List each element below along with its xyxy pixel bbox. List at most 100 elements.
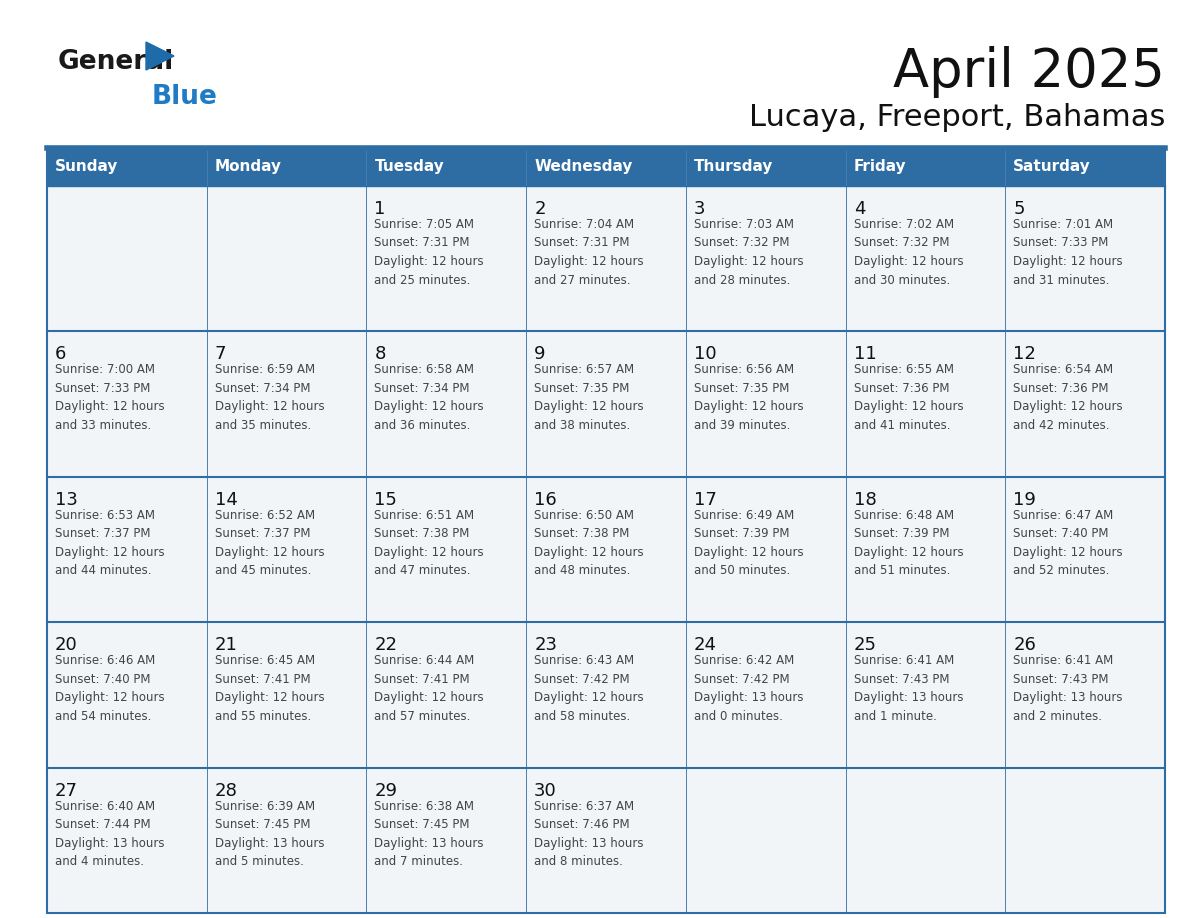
Text: Sunrise: 6:51 AM
Sunset: 7:38 PM
Daylight: 12 hours
and 47 minutes.: Sunrise: 6:51 AM Sunset: 7:38 PM Dayligh… — [374, 509, 484, 577]
FancyBboxPatch shape — [1005, 186, 1165, 331]
Text: 1: 1 — [374, 200, 386, 218]
Text: Sunrise: 6:43 AM
Sunset: 7:42 PM
Daylight: 12 hours
and 58 minutes.: Sunrise: 6:43 AM Sunset: 7:42 PM Dayligh… — [535, 655, 644, 722]
Text: Wednesday: Wednesday — [535, 160, 632, 174]
Text: Sunrise: 6:50 AM
Sunset: 7:38 PM
Daylight: 12 hours
and 48 minutes.: Sunrise: 6:50 AM Sunset: 7:38 PM Dayligh… — [535, 509, 644, 577]
FancyBboxPatch shape — [48, 622, 207, 767]
Text: 7: 7 — [215, 345, 226, 364]
Text: Tuesday: Tuesday — [374, 160, 444, 174]
FancyBboxPatch shape — [48, 767, 207, 913]
FancyBboxPatch shape — [846, 186, 1005, 331]
Text: Sunrise: 7:00 AM
Sunset: 7:33 PM
Daylight: 12 hours
and 33 minutes.: Sunrise: 7:00 AM Sunset: 7:33 PM Dayligh… — [55, 364, 165, 431]
Text: Sunrise: 6:57 AM
Sunset: 7:35 PM
Daylight: 12 hours
and 38 minutes.: Sunrise: 6:57 AM Sunset: 7:35 PM Dayligh… — [535, 364, 644, 431]
Text: 9: 9 — [535, 345, 545, 364]
Text: Lucaya, Freeport, Bahamas: Lucaya, Freeport, Bahamas — [748, 104, 1165, 132]
Text: 4: 4 — [853, 200, 865, 218]
Text: Sunrise: 6:41 AM
Sunset: 7:43 PM
Daylight: 13 hours
and 2 minutes.: Sunrise: 6:41 AM Sunset: 7:43 PM Dayligh… — [1013, 655, 1123, 722]
Text: Sunrise: 6:49 AM
Sunset: 7:39 PM
Daylight: 12 hours
and 50 minutes.: Sunrise: 6:49 AM Sunset: 7:39 PM Dayligh… — [694, 509, 803, 577]
Text: Sunrise: 6:53 AM
Sunset: 7:37 PM
Daylight: 12 hours
and 44 minutes.: Sunrise: 6:53 AM Sunset: 7:37 PM Dayligh… — [55, 509, 165, 577]
Text: 18: 18 — [853, 491, 877, 509]
FancyBboxPatch shape — [48, 331, 207, 476]
Text: Sunday: Sunday — [55, 160, 119, 174]
Text: Sunrise: 6:59 AM
Sunset: 7:34 PM
Daylight: 12 hours
and 35 minutes.: Sunrise: 6:59 AM Sunset: 7:34 PM Dayligh… — [215, 364, 324, 431]
FancyBboxPatch shape — [48, 476, 207, 622]
Text: 3: 3 — [694, 200, 706, 218]
FancyBboxPatch shape — [846, 331, 1005, 476]
Text: Saturday: Saturday — [1013, 160, 1091, 174]
FancyBboxPatch shape — [207, 331, 366, 476]
Text: 28: 28 — [215, 781, 238, 800]
FancyBboxPatch shape — [207, 476, 366, 622]
Text: Sunrise: 6:56 AM
Sunset: 7:35 PM
Daylight: 12 hours
and 39 minutes.: Sunrise: 6:56 AM Sunset: 7:35 PM Dayligh… — [694, 364, 803, 431]
Text: Sunrise: 6:37 AM
Sunset: 7:46 PM
Daylight: 13 hours
and 8 minutes.: Sunrise: 6:37 AM Sunset: 7:46 PM Dayligh… — [535, 800, 644, 868]
Text: Sunrise: 6:46 AM
Sunset: 7:40 PM
Daylight: 12 hours
and 54 minutes.: Sunrise: 6:46 AM Sunset: 7:40 PM Dayligh… — [55, 655, 165, 722]
FancyBboxPatch shape — [366, 331, 526, 476]
FancyBboxPatch shape — [846, 767, 1005, 913]
Text: 14: 14 — [215, 491, 238, 509]
FancyBboxPatch shape — [366, 476, 526, 622]
Text: General: General — [58, 49, 175, 75]
Text: Sunrise: 6:47 AM
Sunset: 7:40 PM
Daylight: 12 hours
and 52 minutes.: Sunrise: 6:47 AM Sunset: 7:40 PM Dayligh… — [1013, 509, 1123, 577]
Text: 30: 30 — [535, 781, 557, 800]
Text: 16: 16 — [535, 491, 557, 509]
Text: Sunrise: 6:52 AM
Sunset: 7:37 PM
Daylight: 12 hours
and 45 minutes.: Sunrise: 6:52 AM Sunset: 7:37 PM Dayligh… — [215, 509, 324, 577]
Text: Blue: Blue — [152, 84, 217, 110]
Text: Sunrise: 6:58 AM
Sunset: 7:34 PM
Daylight: 12 hours
and 36 minutes.: Sunrise: 6:58 AM Sunset: 7:34 PM Dayligh… — [374, 364, 484, 431]
Text: 15: 15 — [374, 491, 397, 509]
FancyBboxPatch shape — [1005, 148, 1165, 186]
Text: Sunrise: 6:45 AM
Sunset: 7:41 PM
Daylight: 12 hours
and 55 minutes.: Sunrise: 6:45 AM Sunset: 7:41 PM Dayligh… — [215, 655, 324, 722]
FancyBboxPatch shape — [526, 186, 685, 331]
FancyBboxPatch shape — [846, 148, 1005, 186]
FancyBboxPatch shape — [526, 331, 685, 476]
Text: Sunrise: 6:41 AM
Sunset: 7:43 PM
Daylight: 13 hours
and 1 minute.: Sunrise: 6:41 AM Sunset: 7:43 PM Dayligh… — [853, 655, 963, 722]
FancyBboxPatch shape — [685, 476, 846, 622]
Text: Sunrise: 7:04 AM
Sunset: 7:31 PM
Daylight: 12 hours
and 27 minutes.: Sunrise: 7:04 AM Sunset: 7:31 PM Dayligh… — [535, 218, 644, 286]
Polygon shape — [146, 42, 173, 70]
Text: 27: 27 — [55, 781, 78, 800]
Text: 5: 5 — [1013, 200, 1025, 218]
Text: Sunrise: 6:48 AM
Sunset: 7:39 PM
Daylight: 12 hours
and 51 minutes.: Sunrise: 6:48 AM Sunset: 7:39 PM Dayligh… — [853, 509, 963, 577]
FancyBboxPatch shape — [48, 148, 207, 186]
Text: Sunrise: 6:39 AM
Sunset: 7:45 PM
Daylight: 13 hours
and 5 minutes.: Sunrise: 6:39 AM Sunset: 7:45 PM Dayligh… — [215, 800, 324, 868]
Text: Friday: Friday — [853, 160, 906, 174]
FancyBboxPatch shape — [207, 767, 366, 913]
FancyBboxPatch shape — [685, 186, 846, 331]
FancyBboxPatch shape — [1005, 767, 1165, 913]
FancyBboxPatch shape — [1005, 622, 1165, 767]
FancyBboxPatch shape — [685, 767, 846, 913]
Text: 29: 29 — [374, 781, 398, 800]
Text: Monday: Monday — [215, 160, 282, 174]
FancyBboxPatch shape — [1005, 331, 1165, 476]
FancyBboxPatch shape — [526, 622, 685, 767]
Text: 10: 10 — [694, 345, 716, 364]
Text: 2: 2 — [535, 200, 545, 218]
FancyBboxPatch shape — [685, 148, 846, 186]
FancyBboxPatch shape — [526, 148, 685, 186]
Text: 11: 11 — [853, 345, 877, 364]
Text: Sunrise: 6:44 AM
Sunset: 7:41 PM
Daylight: 12 hours
and 57 minutes.: Sunrise: 6:44 AM Sunset: 7:41 PM Dayligh… — [374, 655, 484, 722]
Text: Sunrise: 7:03 AM
Sunset: 7:32 PM
Daylight: 12 hours
and 28 minutes.: Sunrise: 7:03 AM Sunset: 7:32 PM Dayligh… — [694, 218, 803, 286]
FancyBboxPatch shape — [207, 622, 366, 767]
Text: 12: 12 — [1013, 345, 1036, 364]
FancyBboxPatch shape — [366, 186, 526, 331]
Text: 6: 6 — [55, 345, 67, 364]
Text: 17: 17 — [694, 491, 716, 509]
Text: 23: 23 — [535, 636, 557, 655]
FancyBboxPatch shape — [366, 622, 526, 767]
FancyBboxPatch shape — [366, 767, 526, 913]
FancyBboxPatch shape — [207, 186, 366, 331]
Text: Sunrise: 7:01 AM
Sunset: 7:33 PM
Daylight: 12 hours
and 31 minutes.: Sunrise: 7:01 AM Sunset: 7:33 PM Dayligh… — [1013, 218, 1123, 286]
Text: Sunrise: 6:54 AM
Sunset: 7:36 PM
Daylight: 12 hours
and 42 minutes.: Sunrise: 6:54 AM Sunset: 7:36 PM Dayligh… — [1013, 364, 1123, 431]
Text: Thursday: Thursday — [694, 160, 773, 174]
FancyBboxPatch shape — [1005, 476, 1165, 622]
Text: Sunrise: 7:02 AM
Sunset: 7:32 PM
Daylight: 12 hours
and 30 minutes.: Sunrise: 7:02 AM Sunset: 7:32 PM Dayligh… — [853, 218, 963, 286]
Text: 22: 22 — [374, 636, 398, 655]
FancyBboxPatch shape — [846, 622, 1005, 767]
Text: Sunrise: 6:40 AM
Sunset: 7:44 PM
Daylight: 13 hours
and 4 minutes.: Sunrise: 6:40 AM Sunset: 7:44 PM Dayligh… — [55, 800, 164, 868]
Text: Sunrise: 6:42 AM
Sunset: 7:42 PM
Daylight: 13 hours
and 0 minutes.: Sunrise: 6:42 AM Sunset: 7:42 PM Dayligh… — [694, 655, 803, 722]
Text: 25: 25 — [853, 636, 877, 655]
Text: Sunrise: 7:05 AM
Sunset: 7:31 PM
Daylight: 12 hours
and 25 minutes.: Sunrise: 7:05 AM Sunset: 7:31 PM Dayligh… — [374, 218, 484, 286]
FancyBboxPatch shape — [685, 331, 846, 476]
Text: 26: 26 — [1013, 636, 1036, 655]
Text: 19: 19 — [1013, 491, 1036, 509]
FancyBboxPatch shape — [685, 622, 846, 767]
